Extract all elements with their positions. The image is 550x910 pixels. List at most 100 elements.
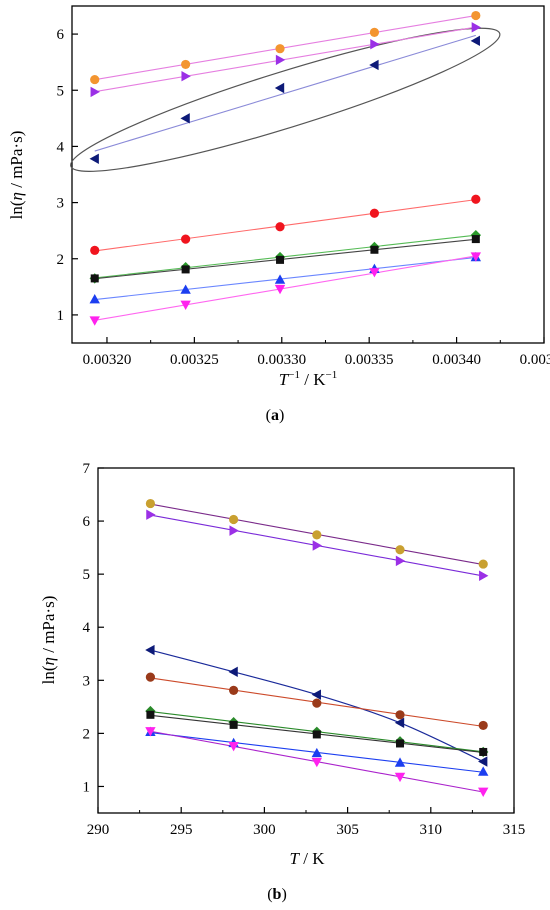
x-tick-label: 300 <box>253 822 276 838</box>
data-point-triangle-right <box>181 71 191 82</box>
data-point-triangle-right <box>395 555 406 567</box>
panel-a-chart: 0.00320 0.00325 0.00330 0.00335 0.00340 0.003… <box>7 5 550 424</box>
series-markers-a <box>89 10 482 326</box>
data-point-square <box>370 245 379 254</box>
data-point-triangle-down <box>145 727 156 737</box>
y-tick-label: 2 <box>83 726 91 742</box>
series-fit-line <box>94 26 476 93</box>
data-point-triangle-left <box>228 666 238 678</box>
data-point-triangle-down <box>89 316 100 326</box>
data-point-triangle-up <box>311 747 323 758</box>
data-point-circle <box>395 545 405 555</box>
data-point-triangle-down <box>180 300 191 311</box>
data-point-circle <box>471 10 481 21</box>
y-tick-label: 2 <box>57 252 65 268</box>
data-point-triangle-right <box>229 525 239 536</box>
panel-label-a: (a) <box>266 407 285 424</box>
data-point-square <box>90 274 99 283</box>
data-point-triangle-left <box>478 756 488 767</box>
axis-ticks-a: 0.00320 0.00325 0.00330 0.00335 0.00340 0.003… <box>57 27 550 368</box>
data-point-triangle-right <box>370 38 380 50</box>
data-point-square <box>479 747 488 756</box>
series-lines-a <box>94 14 476 321</box>
y-tick-label: 4 <box>83 620 91 636</box>
x-tick-label: 290 <box>87 822 110 838</box>
data-point-triangle-up <box>478 766 489 776</box>
data-point-square <box>181 265 190 274</box>
data-point-triangle-up <box>394 757 406 767</box>
x-tick-label: 0.00330 <box>257 352 306 368</box>
y-tick-label: 6 <box>83 514 91 530</box>
y-tick-label: 7 <box>83 461 91 477</box>
data-point-triangle-right <box>90 86 100 98</box>
data-point-square <box>312 730 321 739</box>
y-tick-label: 6 <box>57 27 65 43</box>
x-tick-label: 0.00320 <box>83 352 132 368</box>
series-fit-line <box>94 14 476 81</box>
data-point-circle <box>181 59 191 70</box>
data-point-triangle-down <box>478 787 489 797</box>
series-fit-line <box>94 255 476 321</box>
series-fit-line <box>94 234 476 279</box>
data-point-circle <box>275 44 285 54</box>
data-point-circle <box>145 672 156 682</box>
data-point-triangle-down <box>394 772 406 783</box>
data-point-triangle-up <box>89 293 100 304</box>
data-point-circle <box>312 530 322 540</box>
data-point-triangle-left <box>145 644 155 656</box>
data-point-triangle-down <box>228 741 239 752</box>
data-point-circle <box>145 498 156 509</box>
highlight-ellipse <box>70 27 501 172</box>
data-point-triangle-right <box>312 540 323 551</box>
data-point-triangle-left <box>89 153 99 164</box>
x-tick-label: 295 <box>170 822 193 838</box>
data-point-triangle-down <box>470 252 482 262</box>
x-axis-label-a: T−1 / K−1 <box>279 369 337 389</box>
x-tick-label: 310 <box>420 822 443 838</box>
data-point-circle <box>275 222 285 232</box>
data-point-triangle-left <box>470 35 480 47</box>
data-point-circle <box>90 74 100 85</box>
data-point-triangle-down <box>274 284 286 295</box>
y-tick-label: 1 <box>57 308 65 324</box>
series-fit-line <box>94 199 476 252</box>
data-point-triangle-up <box>180 284 191 294</box>
data-point-square <box>471 235 480 244</box>
data-point-circle <box>471 194 481 204</box>
series-fit-line <box>94 34 476 152</box>
data-point-circle <box>478 720 488 731</box>
axis-ticks-b: 290 295 300 305 310 315 1 2 3 4 5 6 7 <box>83 461 526 838</box>
data-point-circle <box>478 559 488 569</box>
y-axis-label-b: ln(η / mPa·s) <box>39 596 58 685</box>
series-markers-b <box>145 498 489 797</box>
data-point-triangle-right <box>275 54 286 66</box>
x-tick-label: 0.00340 <box>432 352 481 368</box>
panel-label-b: (b) <box>267 886 287 903</box>
data-point-triangle-left <box>311 689 321 700</box>
data-point-triangle-down <box>369 268 380 278</box>
y-axis-label-a: ln(η / mPa·s) <box>7 131 26 220</box>
plot-frame-a <box>71 5 545 344</box>
x-tick-label: 305 <box>336 822 359 838</box>
x-axis-label-b: T / K <box>290 849 326 868</box>
y-tick-label: 5 <box>57 83 65 99</box>
series-fit-line <box>94 238 476 280</box>
data-point-triangle-left <box>369 59 379 71</box>
y-tick-label: 4 <box>57 139 65 155</box>
y-tick-label: 5 <box>83 567 91 583</box>
series-fit-line <box>94 256 476 301</box>
data-point-triangle-down <box>311 757 323 768</box>
data-point-triangle-up <box>274 274 286 284</box>
y-tick-label: 1 <box>83 779 91 795</box>
data-point-triangle-right <box>471 22 482 33</box>
x-tick-label: 0.00325 <box>170 352 219 368</box>
x-tick-label: 0.00345 <box>520 352 550 368</box>
data-point-triangle-right <box>146 509 156 520</box>
data-point-circle <box>90 245 100 255</box>
data-point-triangle-left <box>394 717 405 728</box>
data-point-triangle-left <box>274 82 285 94</box>
x-tick-label: 315 <box>503 822 526 838</box>
y-tick-label: 3 <box>83 673 91 689</box>
